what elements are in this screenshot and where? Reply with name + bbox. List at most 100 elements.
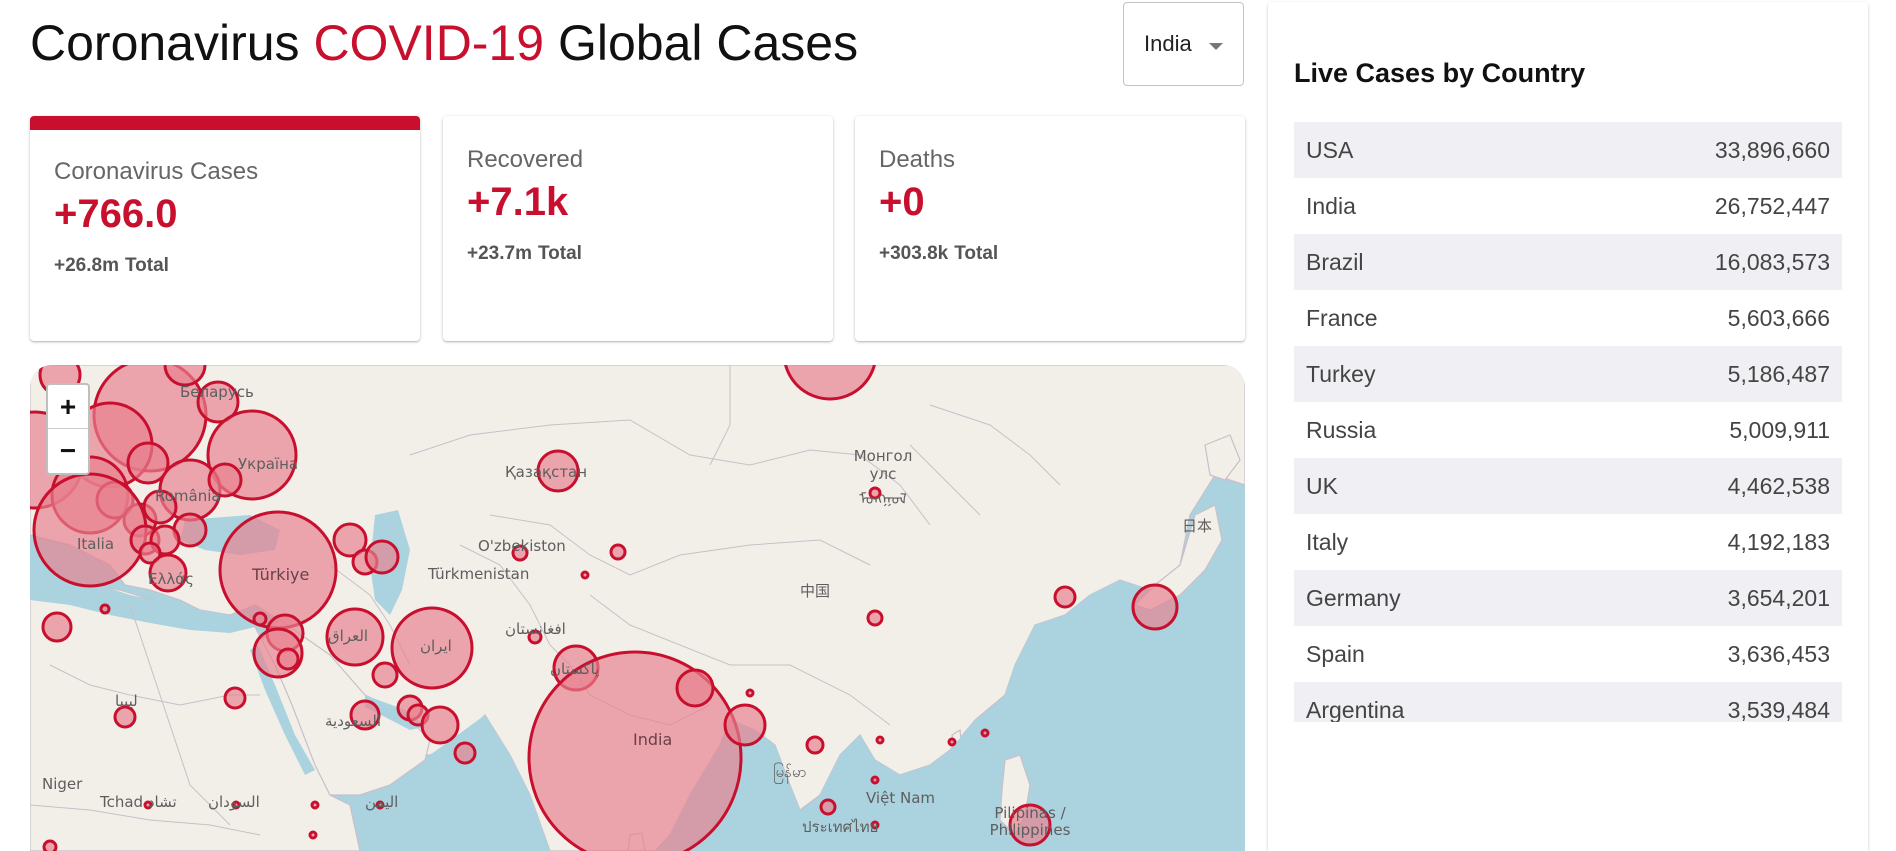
bubble-belarus (196, 380, 240, 424)
map-label-myanmar: မြန်မာ (773, 763, 807, 781)
live-cases-list[interactable]: USA 33,896,660 India 26,752,447 Brazil 16,0… (1294, 122, 1842, 722)
bubble-kuwait (371, 661, 399, 689)
bubble-slovakia (126, 441, 170, 485)
case-count: 3,539,484 (1727, 696, 1830, 723)
country-name: UK (1306, 472, 1338, 499)
country-name: Turkey (1306, 360, 1376, 387)
map-label-niger: Niger (42, 775, 83, 793)
map-label-chad: Tchad تشاد (100, 793, 177, 811)
map-label-iran: ایران (420, 637, 452, 655)
bubble-philippines (1008, 803, 1052, 847)
bubble-bhutan (745, 688, 755, 698)
map-label-thailand: ประเทศไทย (802, 818, 879, 836)
bubble-thailand (819, 798, 837, 816)
bubble-chad (143, 800, 153, 810)
list-item: Turkey 5,186,487 (1294, 346, 1842, 402)
card-recovered[interactable]: Recovered +7.1k +23.7m Total (443, 116, 833, 341)
bubble-oman (453, 741, 477, 765)
country-name: Brazil (1306, 248, 1364, 275)
case-count: 16,083,573 (1714, 248, 1830, 275)
card-total: +23.7m Total (467, 243, 809, 265)
list-item: USA 33,896,660 (1294, 122, 1842, 178)
country-name: Italy (1306, 528, 1349, 555)
country-name: Russia (1306, 416, 1377, 443)
country-name: France (1306, 304, 1378, 331)
map-label-vietnam: Việt Nam (866, 789, 936, 807)
bubble-vietnam-n (875, 735, 885, 745)
card-cases[interactable]: Coronavirus Cases +766.0 +26.8m Total (30, 116, 420, 341)
case-bubbles (30, 365, 1179, 851)
bubble-mongolia (868, 486, 882, 500)
country-name: Argentina (1306, 696, 1405, 723)
card-label: Deaths (879, 146, 956, 173)
title-accent: COVID-19 (313, 15, 545, 71)
bubble-malta (99, 603, 111, 615)
map-label-philippines: Pilipinas / Philippines (989, 804, 1071, 839)
cases-map[interactable]: + − Беларусь Україна România Italia Ελλά… (30, 365, 1245, 851)
bubble-kazakhstan (536, 449, 580, 493)
caret-down-icon (1209, 43, 1223, 50)
card-total-word: Total (954, 243, 999, 264)
case-count: 5,009,911 (1729, 416, 1830, 443)
map-label-sudan: السودان (208, 793, 260, 811)
map-label-saudi: السعودية (325, 712, 382, 730)
map-label-yemen: اليمن (365, 793, 399, 811)
bubble-ethiopia (310, 800, 320, 810)
map-label-turkiye: Türkiye (252, 565, 310, 584)
card-total-value: +26.8m (54, 255, 119, 276)
bubble-palestine (276, 647, 300, 671)
bubble-azerbaijan (364, 539, 400, 575)
card-total: +26.8m Total (54, 255, 396, 277)
card-total-word: Total (124, 255, 169, 276)
bubble-uae (420, 705, 460, 745)
country-name: Germany (1306, 584, 1401, 611)
case-count: 5,186,487 (1727, 360, 1830, 387)
card-label: Coronavirus Cases (54, 158, 259, 185)
bubble-hongkong (947, 737, 957, 747)
bubble-eritrea (308, 830, 318, 840)
case-count: 33,896,660 (1714, 136, 1830, 163)
map-label-iraq: العراق (328, 627, 369, 645)
map-label-kazakhstan: Қазақстан (505, 463, 588, 481)
bubble-sudan (231, 800, 241, 810)
map-label-ellas: Ελλάς (148, 570, 194, 588)
bubble-myanmar (805, 735, 825, 755)
case-count: 4,462,538 (1727, 472, 1830, 499)
zoom-in-button[interactable]: + (48, 385, 88, 429)
bubble-tunisia (41, 611, 73, 643)
bubble-libya (113, 705, 137, 729)
bubble-iraq (325, 607, 385, 667)
list-item: Italy 4,192,183 (1294, 514, 1842, 570)
list-item: Brazil 16,083,573 (1294, 234, 1842, 290)
card-deaths[interactable]: Deaths +0 +303.8k Total (855, 116, 1245, 341)
country-select[interactable]: India (1123, 2, 1244, 86)
card-total-value: +23.7m (467, 243, 532, 264)
bubble-greece (148, 553, 188, 593)
map-label-china: 中国 (800, 582, 831, 600)
card-value: +0 (879, 180, 925, 224)
live-cases-title: Live Cases by Country (1294, 58, 1586, 88)
map-label-romania: România (155, 487, 221, 505)
bubble-tajikistan (580, 570, 590, 580)
bubble-japan (1131, 583, 1179, 631)
map-canvas (30, 365, 1245, 851)
bubble-albania (138, 541, 162, 565)
bubble-nepal (675, 668, 715, 708)
bubble-cambodia (870, 820, 880, 830)
bubble-afghanistan (527, 629, 543, 645)
map-label-uzbekistan: O'zbekiston (478, 537, 566, 555)
case-count: 3,654,201 (1727, 584, 1830, 611)
map-label-india: India (633, 730, 673, 749)
card-value: +7.1k (467, 180, 569, 224)
bubble-moldova (207, 462, 243, 498)
card-label: Recovered (467, 146, 584, 173)
list-item: Argentina 3,539,484 (1294, 682, 1842, 722)
zoom-out-button[interactable]: − (59, 435, 77, 466)
bubble-iran (390, 606, 474, 690)
list-item: Russia 5,009,911 (1294, 402, 1842, 458)
card-total-value: +303.8k (879, 243, 949, 264)
bubble-yemen (375, 800, 385, 810)
map-label-pakistan: پاکستان (550, 660, 600, 678)
case-count: 3,636,453 (1727, 640, 1830, 667)
bubble-hungary (142, 489, 178, 525)
